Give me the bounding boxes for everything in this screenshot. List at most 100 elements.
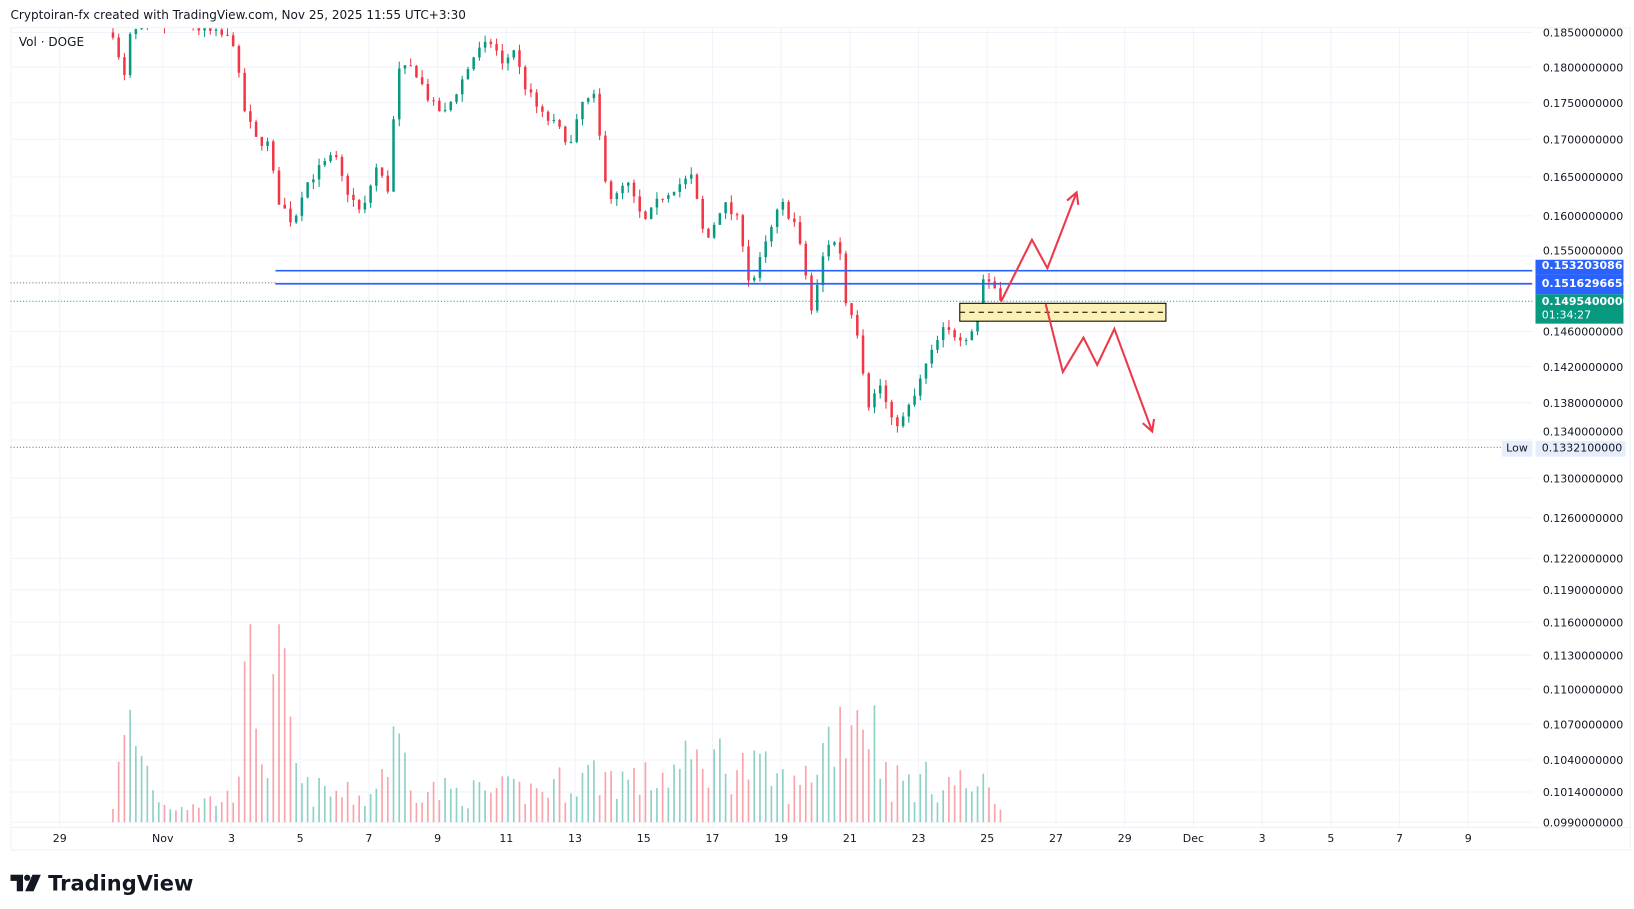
level-2-price-tag: 0.1516296656: [1535, 274, 1630, 295]
volume-bar: [398, 733, 401, 823]
candle-body: [472, 57, 475, 70]
volume-bar: [478, 782, 481, 823]
y-tick-label: 0.1100000000: [1543, 683, 1623, 696]
candle-body: [844, 253, 848, 304]
x-tick-label: 29: [1118, 832, 1132, 845]
candle-body: [369, 185, 372, 203]
candle-body: [501, 50, 504, 64]
volume-bar: [306, 777, 309, 823]
candle-body: [352, 194, 355, 200]
volume-bar: [907, 774, 910, 823]
volume-bar: [667, 787, 670, 823]
candle-body: [158, 22, 161, 23]
y-tick-label: 0.1014000000: [1543, 786, 1623, 799]
volume-bar: [192, 804, 194, 823]
volume-bar: [759, 753, 761, 823]
candle-body: [266, 141, 269, 146]
volume-bar: [965, 788, 967, 823]
volume-bar: [993, 803, 996, 823]
candle-body: [787, 201, 790, 219]
y-tick-label: 0.1300000000: [1543, 472, 1623, 485]
candle-body: [535, 92, 538, 107]
candle-body: [317, 165, 321, 180]
x-tick-label: 25: [980, 832, 994, 845]
candle-body: [363, 202, 367, 210]
chart-caption: Cryptoiran-fx created with TradingView.c…: [10, 7, 466, 22]
volume-bar: [919, 773, 922, 823]
candle-body: [804, 243, 808, 276]
volume-bar: [295, 763, 298, 823]
candle-body: [272, 141, 275, 171]
candle-body: [712, 224, 716, 238]
volume-bar: [948, 776, 950, 823]
volume-bar: [427, 792, 429, 823]
candle-body: [678, 184, 682, 192]
candle-body: [483, 41, 487, 48]
volume-bar: [530, 783, 532, 823]
y-tick-label: 0.1550000000: [1543, 245, 1623, 258]
candle-body: [919, 378, 922, 396]
volume-bar: [461, 806, 464, 823]
candle-body: [254, 121, 258, 137]
candle-body: [111, 32, 115, 38]
candle-body: [169, 23, 172, 26]
candle-body: [323, 161, 327, 166]
volume-bar: [822, 743, 824, 823]
volume-bar: [169, 809, 172, 823]
candle-body: [655, 198, 659, 208]
volume-bar: [839, 706, 841, 823]
last-price-tag: 0.1495400000 01:34:27: [1535, 294, 1630, 324]
y-tick-label: 0.1750000000: [1543, 97, 1623, 110]
candle-body: [867, 373, 871, 408]
volume-bar: [415, 802, 418, 823]
candle-body: [300, 197, 304, 216]
tradingview-logo[interactable]: TradingView: [10, 870, 193, 896]
candle-body: [386, 175, 390, 192]
candle-body: [689, 174, 693, 179]
x-tick-label: 9: [1465, 832, 1472, 845]
volume-bar: [335, 790, 338, 823]
candle-body: [661, 198, 664, 200]
candle-body: [575, 119, 578, 142]
volume-bar: [146, 765, 149, 823]
chart-frame: [10, 27, 1631, 851]
volume-bar: [976, 786, 979, 823]
volume-bar: [524, 804, 527, 823]
candle-body: [426, 84, 430, 101]
volume-bar: [713, 749, 715, 823]
volume-bar: [890, 801, 893, 823]
volume-bar: [421, 802, 423, 823]
candle-body: [684, 178, 687, 185]
candle-body: [924, 363, 928, 379]
candle-body: [335, 155, 338, 157]
volume-bar: [318, 778, 320, 823]
volume-bar: [581, 772, 584, 823]
bullish-scenario-arrow: [1000, 192, 1078, 303]
candle-body: [438, 100, 441, 112]
candle-body: [730, 202, 733, 215]
candle-body: [901, 416, 905, 427]
volume-bar: [782, 769, 784, 823]
volume-bar: [467, 808, 469, 823]
candle-body: [913, 395, 916, 405]
candle-body: [558, 120, 561, 127]
volume-bar: [495, 787, 498, 823]
volume-bar: [198, 807, 200, 823]
volume-bar: [696, 749, 698, 823]
candle-body: [260, 136, 264, 146]
candle-body: [449, 101, 453, 111]
candle-body: [283, 204, 286, 209]
volume-bar: [627, 779, 630, 823]
candle-body: [152, 22, 155, 23]
bearish-scenario-arrow: [1044, 303, 1154, 432]
volume-bar: [564, 802, 567, 823]
volume-bar: [180, 806, 183, 823]
candle-body: [380, 167, 384, 176]
volume-bar: [988, 787, 990, 823]
candle-body: [392, 119, 395, 192]
candle-body: [552, 120, 556, 122]
volume-bar: [449, 788, 452, 823]
volume-bar: [260, 764, 263, 823]
volume-bar: [999, 809, 1002, 823]
